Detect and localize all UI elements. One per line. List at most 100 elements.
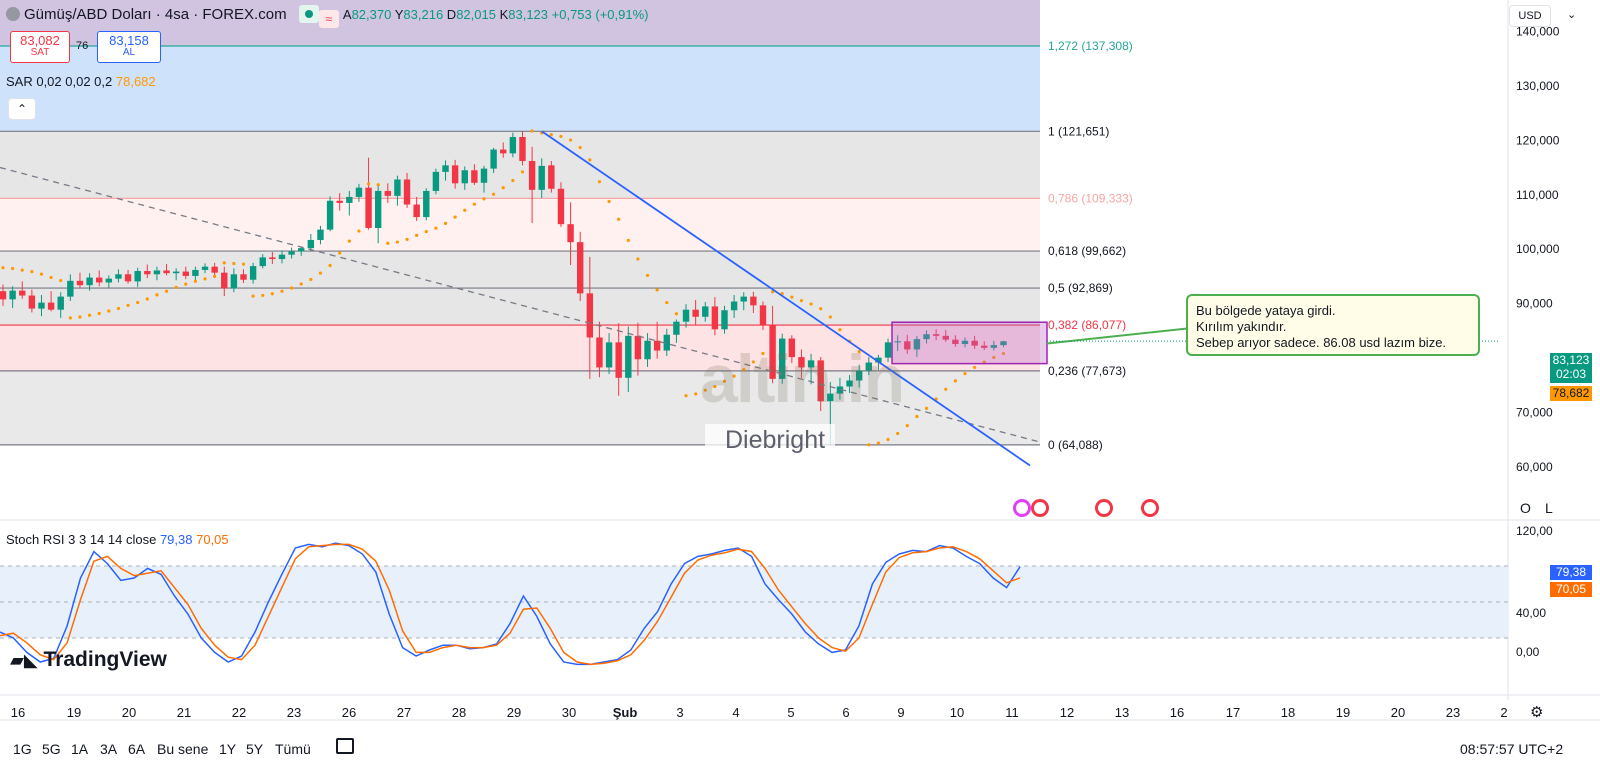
candle-body — [240, 274, 247, 280]
sar-dot — [905, 424, 909, 428]
candle-body — [971, 340, 978, 346]
timeframe-button-1g[interactable]: 1G — [13, 741, 32, 757]
sar-legend[interactable]: SAR 0,02 0,02 0,2 78,682 — [6, 74, 156, 89]
fib-label: 0 (64,088) — [1048, 438, 1103, 452]
time-axis-label: 28 — [451, 705, 467, 720]
time-axis-label: 21 — [176, 705, 192, 720]
timeframe-button-6a[interactable]: 6A — [128, 741, 146, 757]
candle-body — [259, 257, 266, 267]
sar-dot — [713, 384, 717, 389]
candle-body — [249, 266, 257, 280]
sell-button[interactable]: 83,082 SAT — [10, 31, 70, 63]
sar-dot — [924, 406, 929, 410]
timeframe-button-tümü[interactable]: Tümü — [275, 741, 311, 757]
last-price-value: 83,123 — [1552, 353, 1590, 367]
sar-dot — [299, 282, 303, 286]
time-axis-label: 20 — [1390, 705, 1406, 720]
sar-badge-value: 78,682 — [1552, 386, 1590, 400]
rsi-axis-label: 0,00 — [1516, 645, 1540, 659]
sar-dot — [559, 134, 563, 139]
tradingview-logo[interactable]: ▰◣ TradingView — [10, 648, 167, 672]
timeframe-button-3a[interactable]: 3A — [100, 741, 118, 757]
sar-dot — [530, 129, 534, 133]
candle-body — [682, 309, 690, 322]
sar-dot — [761, 351, 765, 356]
change-value: +0,753 (+0,91%) — [551, 7, 649, 22]
sar-value: 78,682 — [115, 74, 156, 89]
timeframe-button-1a[interactable]: 1A — [71, 741, 89, 757]
candle-body — [846, 380, 853, 387]
sar-dot — [366, 182, 371, 186]
candle-body — [115, 274, 122, 279]
candle-body — [519, 137, 526, 161]
candle-body — [894, 341, 901, 343]
time-axis-label: 16 — [1169, 705, 1185, 720]
candle-body — [817, 360, 824, 402]
candle-body — [509, 137, 517, 154]
economic-event-icon-inner — [1034, 502, 1046, 514]
candle-body — [163, 270, 170, 274]
candle-body — [76, 280, 84, 286]
clock[interactable]: 08:57:57 UTC+2 — [1460, 741, 1564, 757]
sar-dot — [59, 278, 63, 283]
sar-dot — [39, 272, 44, 276]
candle-body — [567, 224, 574, 243]
candle-body — [961, 340, 969, 345]
side-button-o[interactable]: O — [1520, 500, 1531, 516]
sar-dot — [588, 158, 592, 162]
time-axis-label: 13 — [1114, 705, 1130, 720]
stoch-k-line — [0, 542, 1021, 666]
timeframe-button-bu-sene[interactable]: Bu sene — [157, 741, 209, 757]
sar-dot — [270, 292, 274, 296]
sar-dot — [636, 257, 640, 261]
time-axis-label: 16 — [10, 705, 26, 720]
chevron-down-icon[interactable]: ⌄ — [1567, 9, 1577, 21]
sar-dot — [338, 251, 342, 255]
sar-price-badge: 78,682 — [1550, 386, 1592, 401]
candle-body — [692, 309, 699, 317]
time-axis-label: 6 — [842, 705, 850, 720]
timeframe-button-1y[interactable]: 1Y — [219, 741, 237, 757]
candle-body — [201, 266, 209, 270]
candle-body — [326, 200, 334, 230]
candle-body — [644, 340, 651, 360]
candle-body — [451, 165, 459, 184]
symbol-title[interactable]: Gümüş/ABD Doları · 4sa · FOREX.com — [24, 6, 287, 23]
fib-label: 0,236 (77,673) — [1048, 364, 1126, 378]
sar-dot — [136, 300, 140, 305]
time-axis-settings-icon[interactable]: ⚙ — [1530, 704, 1544, 721]
sar-dot — [415, 233, 419, 238]
rsi-axis-label: 120,00 — [1516, 524, 1553, 538]
stoch-d-line — [0, 543, 1021, 666]
candle-body — [759, 305, 767, 325]
buy-button[interactable]: 83,158 AL — [97, 31, 161, 63]
annotation-callout[interactable]: Bu bölgede yataya girdi. Kırılım yakındı… — [1186, 294, 1480, 356]
dashed-trend-line — [0, 166, 1041, 443]
time-axis-label: 2 — [1500, 705, 1508, 720]
side-button-l[interactable]: L — [1545, 500, 1553, 516]
sar-dot — [732, 374, 736, 378]
price-axis-label: 70,000 — [1516, 406, 1553, 420]
collapse-legend-button[interactable]: ⌃ — [8, 98, 36, 120]
candle-body — [769, 324, 776, 379]
candle-body — [625, 335, 632, 378]
sar-dot — [328, 263, 332, 268]
economic-event-icon-inner — [1016, 502, 1028, 514]
candle-body — [28, 295, 36, 309]
candle-body — [981, 345, 988, 348]
timeframe-button-5y[interactable]: 5Y — [246, 741, 264, 757]
annotation-line-3: Sebep arıyor sadece. 86.08 usd lazım biz… — [1196, 335, 1447, 350]
candle-body — [904, 341, 911, 350]
currency-selector[interactable]: USD — [1509, 5, 1551, 27]
sar-dot — [174, 285, 178, 290]
timeframe-button-5g[interactable]: 5G — [42, 741, 61, 757]
fib-label: 0,618 (99,662) — [1048, 244, 1126, 258]
date-range-calendar-icon[interactable] — [336, 738, 354, 754]
sar-dot — [155, 293, 159, 297]
rsi-legend[interactable]: Stoch RSI 3 3 14 14 close 79,38 70,05 — [6, 532, 229, 547]
candle-body — [596, 337, 603, 368]
sar-dot — [694, 392, 698, 396]
annotation-line-2: Kırılım yakındır. — [1196, 319, 1287, 334]
sar-dot — [645, 273, 650, 278]
